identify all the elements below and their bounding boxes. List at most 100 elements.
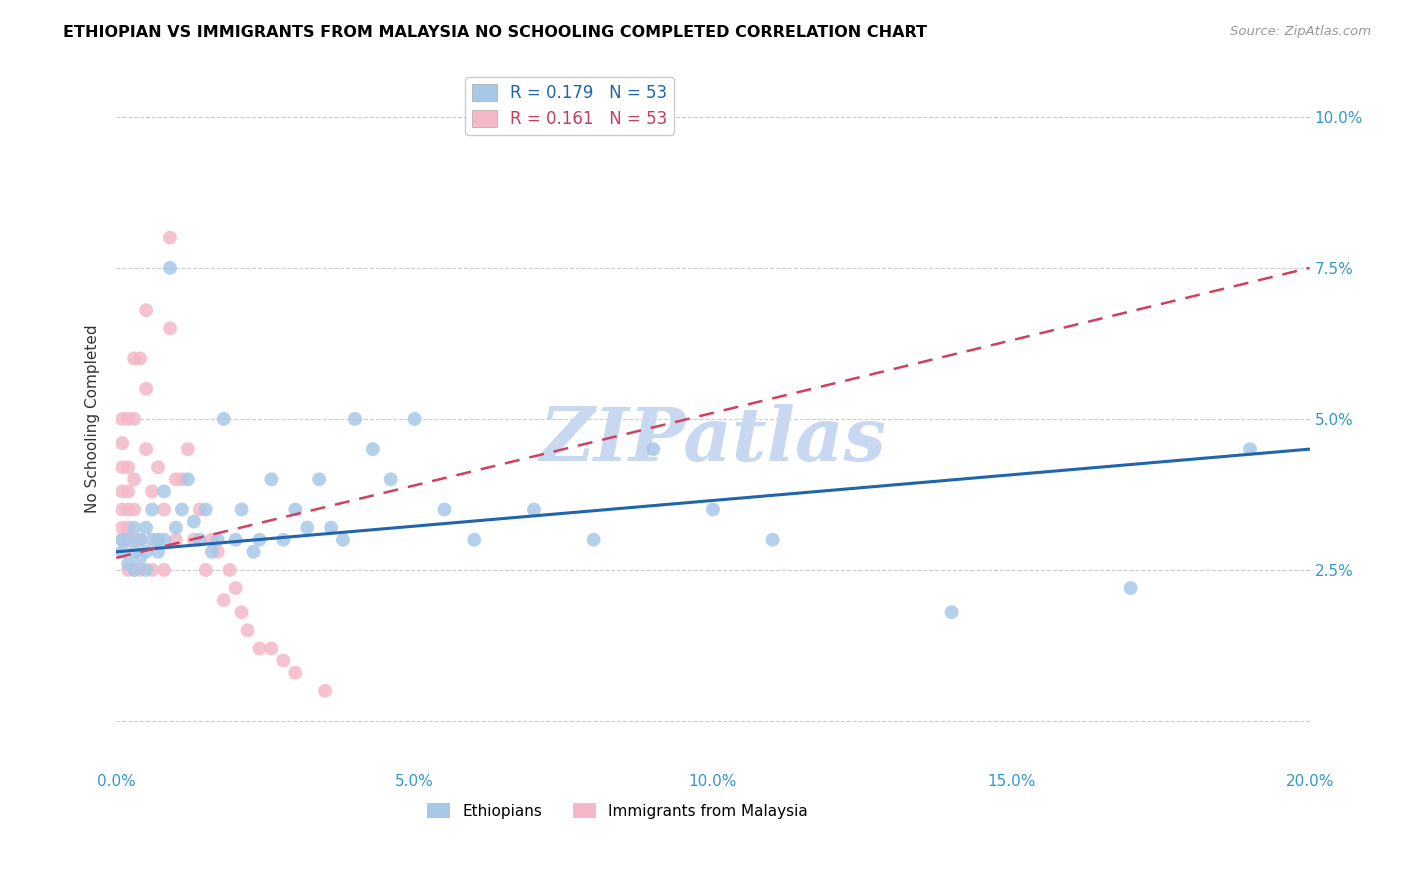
- Ethiopians: [153, 484, 176, 499]
- Immigrants from Malaysia: [141, 563, 163, 577]
- Immigrants from Malaysia: [212, 593, 235, 607]
- Immigrants from Malaysia: [218, 563, 240, 577]
- Ethiopians: [380, 472, 402, 486]
- Ethiopians: [643, 442, 665, 456]
- Immigrants from Malaysia: [194, 563, 217, 577]
- Ethiopians: [153, 533, 176, 547]
- Ethiopians: [523, 502, 546, 516]
- Immigrants from Malaysia: [135, 382, 157, 396]
- Legend: Ethiopians, Immigrants from Malaysia: Ethiopians, Immigrants from Malaysia: [422, 797, 814, 825]
- Immigrants from Malaysia: [183, 533, 205, 547]
- Immigrants from Malaysia: [122, 412, 145, 426]
- Immigrants from Malaysia: [177, 442, 200, 456]
- Ethiopians: [135, 521, 157, 535]
- Immigrants from Malaysia: [207, 545, 229, 559]
- Ethiopians: [111, 545, 134, 559]
- Ethiopians: [129, 550, 152, 565]
- Immigrants from Malaysia: [117, 412, 139, 426]
- Ethiopians: [122, 521, 145, 535]
- Immigrants from Malaysia: [111, 484, 134, 499]
- Immigrants from Malaysia: [153, 502, 176, 516]
- Immigrants from Malaysia: [117, 502, 139, 516]
- Immigrants from Malaysia: [135, 303, 157, 318]
- Immigrants from Malaysia: [159, 321, 181, 335]
- Ethiopians: [582, 533, 605, 547]
- Ethiopians: [343, 412, 366, 426]
- Text: ZIPatlas: ZIPatlas: [540, 404, 886, 476]
- Immigrants from Malaysia: [170, 472, 193, 486]
- Immigrants from Malaysia: [117, 484, 139, 499]
- Ethiopians: [762, 533, 785, 547]
- Ethiopians: [319, 521, 342, 535]
- Ethiopians: [122, 563, 145, 577]
- Immigrants from Malaysia: [165, 533, 187, 547]
- Ethiopians: [135, 563, 157, 577]
- Ethiopians: [702, 502, 724, 516]
- Ethiopians: [284, 502, 307, 516]
- Ethiopians: [1119, 581, 1142, 595]
- Immigrants from Malaysia: [188, 502, 211, 516]
- Immigrants from Malaysia: [117, 563, 139, 577]
- Ethiopians: [146, 533, 169, 547]
- Immigrants from Malaysia: [249, 641, 271, 656]
- Ethiopians: [941, 605, 963, 619]
- Immigrants from Malaysia: [122, 502, 145, 516]
- Ethiopians: [135, 545, 157, 559]
- Immigrants from Malaysia: [111, 502, 134, 516]
- Immigrants from Malaysia: [201, 533, 224, 547]
- Ethiopians: [170, 502, 193, 516]
- Ethiopians: [231, 502, 253, 516]
- Ethiopians: [207, 533, 229, 547]
- Immigrants from Malaysia: [146, 460, 169, 475]
- Ethiopians: [463, 533, 485, 547]
- Immigrants from Malaysia: [314, 683, 336, 698]
- Immigrants from Malaysia: [129, 533, 152, 547]
- Ethiopians: [332, 533, 354, 547]
- Ethiopians: [122, 545, 145, 559]
- Immigrants from Malaysia: [122, 533, 145, 547]
- Immigrants from Malaysia: [129, 563, 152, 577]
- Ethiopians: [260, 472, 283, 486]
- Immigrants from Malaysia: [111, 533, 134, 547]
- Ethiopians: [146, 545, 169, 559]
- Immigrants from Malaysia: [111, 436, 134, 450]
- Ethiopians: [242, 545, 264, 559]
- Immigrants from Malaysia: [122, 472, 145, 486]
- Ethiopians: [141, 533, 163, 547]
- Immigrants from Malaysia: [236, 624, 259, 638]
- Ethiopians: [111, 533, 134, 547]
- Immigrants from Malaysia: [122, 563, 145, 577]
- Ethiopians: [1239, 442, 1261, 456]
- Ethiopians: [249, 533, 271, 547]
- Ethiopians: [117, 533, 139, 547]
- Ethiopians: [165, 521, 187, 535]
- Immigrants from Malaysia: [135, 442, 157, 456]
- Immigrants from Malaysia: [141, 484, 163, 499]
- Immigrants from Malaysia: [111, 412, 134, 426]
- Text: Source: ZipAtlas.com: Source: ZipAtlas.com: [1230, 25, 1371, 38]
- Ethiopians: [273, 533, 295, 547]
- Immigrants from Malaysia: [165, 472, 187, 486]
- Immigrants from Malaysia: [225, 581, 247, 595]
- Ethiopians: [129, 533, 152, 547]
- Ethiopians: [404, 412, 426, 426]
- Immigrants from Malaysia: [260, 641, 283, 656]
- Immigrants from Malaysia: [117, 521, 139, 535]
- Ethiopians: [177, 472, 200, 486]
- Immigrants from Malaysia: [231, 605, 253, 619]
- Ethiopians: [159, 260, 181, 275]
- Ethiopians: [201, 545, 224, 559]
- Immigrants from Malaysia: [159, 230, 181, 244]
- Ethiopians: [194, 502, 217, 516]
- Immigrants from Malaysia: [146, 533, 169, 547]
- Ethiopians: [361, 442, 384, 456]
- Text: ETHIOPIAN VS IMMIGRANTS FROM MALAYSIA NO SCHOOLING COMPLETED CORRELATION CHART: ETHIOPIAN VS IMMIGRANTS FROM MALAYSIA NO…: [63, 25, 928, 40]
- Ethiopians: [297, 521, 319, 535]
- Immigrants from Malaysia: [122, 351, 145, 366]
- Immigrants from Malaysia: [111, 521, 134, 535]
- Immigrants from Malaysia: [117, 460, 139, 475]
- Ethiopians: [308, 472, 330, 486]
- Ethiopians: [117, 557, 139, 571]
- Ethiopians: [188, 533, 211, 547]
- Ethiopians: [141, 502, 163, 516]
